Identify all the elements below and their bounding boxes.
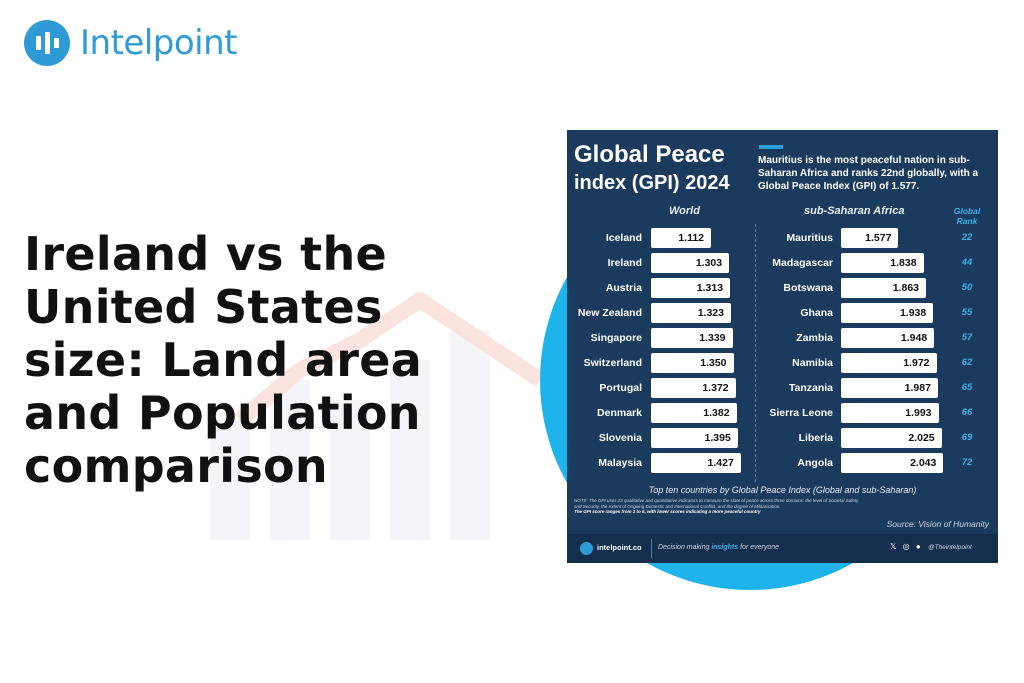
infographic-title: Global Peace index (GPI) 2024 — [574, 140, 730, 198]
world-country-label: Ireland — [607, 257, 642, 269]
africa-score-value: 1.993 — [905, 407, 932, 419]
world-score-value: 1.339 — [699, 332, 726, 344]
world-country-label: Singapore — [590, 332, 642, 344]
africa-country-label: Zambia — [796, 332, 833, 344]
africa-score-bar — [841, 353, 937, 373]
global-rank-value: 69 — [961, 432, 973, 443]
footer-tagline: Decision making insights for everyone — [658, 544, 779, 551]
global-rank-header: Global Rank — [953, 206, 981, 226]
africa-score-bar — [841, 378, 938, 398]
world-score-bar — [651, 278, 731, 298]
africa-score-value: 1.938 — [899, 307, 927, 319]
logo-text: Intelpoint — [80, 23, 237, 63]
africa-country-label: Sierra Leone — [769, 407, 833, 419]
footer-logo-icon — [580, 542, 593, 555]
title-line-1: Global Peace — [574, 141, 725, 168]
global-rank-value: 50 — [961, 282, 973, 293]
world-score-bar — [651, 403, 737, 423]
global-rank-value: 44 — [961, 257, 973, 268]
world-country-label: Malaysia — [598, 457, 642, 469]
world-score-bar — [651, 328, 733, 348]
global-rank-value: 55 — [961, 307, 973, 318]
logo-bars-icon — [24, 20, 70, 66]
world-score-bar — [651, 303, 731, 323]
africa-country-label: Madagascar — [772, 257, 833, 269]
accent-bar — [759, 145, 783, 149]
africa-score-value: 2.025 — [908, 432, 935, 444]
world-country-label: Iceland — [605, 232, 642, 244]
gpi-infographic: Global Peace index (GPI) 2024 Mauritius … — [567, 130, 998, 563]
world-score-bar — [651, 353, 734, 373]
source-label: Source: Vision of Humanity — [886, 519, 989, 529]
world-score-bar — [651, 428, 738, 448]
methodology-note: NOTE: The GPI uses 23 qualitative and qu… — [574, 498, 864, 515]
note-score-range: The GPI score ranges from 1 to 5, with l… — [574, 509, 761, 515]
world-score-value: 1.323 — [697, 307, 724, 319]
world-column-header: World — [669, 205, 700, 217]
africa-country-label: Liberia — [798, 432, 833, 444]
africa-score-value: 1.577 — [865, 232, 892, 244]
africa-score-bar — [841, 428, 942, 448]
global-rank-value: 57 — [961, 332, 973, 343]
world-country-label: Slovenia — [598, 432, 642, 444]
africa-country-label: Mauritius — [786, 232, 833, 244]
global-rank-value: 65 — [961, 382, 973, 393]
world-score-bar — [651, 228, 712, 248]
tagline-post: for everyone — [738, 544, 780, 551]
world-score-value: 1.112 — [678, 232, 705, 244]
world-score-value: 1.350 — [700, 357, 727, 369]
infographic-footer: intelpoint.co Decision making insights f… — [567, 534, 998, 563]
global-rank-value: 72 — [961, 457, 973, 468]
title-line-2: index (GPI) 2024 — [574, 172, 730, 194]
africa-country-label: Angola — [797, 457, 833, 469]
world-country-label: Portugal — [599, 382, 642, 394]
world-country-label: New Zealand — [577, 307, 642, 319]
world-score-value: 1.313 — [696, 282, 724, 294]
africa-score-bar — [841, 303, 934, 323]
world-score-value: 1.382 — [703, 407, 730, 419]
note-text: NOTE: The GPI uses 23 qualitative and qu… — [574, 498, 859, 509]
global-rank-value: 22 — [961, 232, 973, 243]
africa-score-bar — [841, 453, 944, 473]
africa-country-label: Botswana — [783, 282, 833, 294]
intelpoint-logo[interactable]: Intelpoint — [24, 20, 237, 66]
chart-caption: Top ten countries by Global Peace Index … — [648, 485, 917, 495]
world-score-bar — [651, 253, 730, 273]
social-icons[interactable]: 𝕏 ◎ ● — [890, 542, 923, 551]
africa-score-value: 1.838 — [890, 257, 917, 269]
page-headline: Ireland vs the United States size: Land … — [24, 227, 423, 493]
africa-country-label: Namibia — [792, 357, 833, 369]
world-score-bar — [651, 378, 736, 398]
africa-score-bar — [841, 328, 935, 348]
global-rank-value: 66 — [961, 407, 973, 418]
world-score-value: 1.303 — [695, 257, 723, 269]
africa-country-label: Tanzania — [788, 382, 833, 394]
africa-score-value: 1.948 — [900, 332, 928, 344]
africa-score-value: 1.972 — [903, 357, 930, 369]
world-score-value: 1.372 — [702, 382, 729, 394]
footer-brand[interactable]: intelpoint.co — [597, 543, 642, 552]
world-country-label: Switzerland — [583, 357, 642, 369]
africa-score-value: 1.863 — [892, 282, 919, 294]
world-country-label: Austria — [605, 282, 642, 294]
africa-country-label: Ghana — [800, 307, 833, 319]
tagline-pre: Decision making — [658, 544, 712, 551]
social-handle[interactable]: @Theintelpoint — [928, 544, 972, 551]
tagline-bold: insights — [711, 544, 739, 551]
africa-score-bar — [841, 278, 926, 298]
africa-score-bar — [841, 403, 939, 423]
world-score-value: 1.427 — [707, 457, 734, 469]
africa-column-header: sub-Saharan Africa — [804, 205, 905, 217]
world-score-value: 1.395 — [704, 432, 731, 444]
africa-score-value: 1.987 — [904, 382, 931, 394]
footer-separator — [651, 539, 652, 558]
column-divider — [755, 224, 757, 482]
africa-score-bar — [841, 253, 924, 273]
africa-score-value: 2.043 — [910, 457, 937, 469]
world-country-label: Denmark — [597, 407, 642, 419]
global-rank-value: 62 — [961, 357, 973, 368]
world-score-bar — [651, 453, 741, 473]
africa-score-bar — [841, 228, 899, 248]
infographic-subtitle: Mauritius is the most peaceful nation in… — [758, 155, 979, 192]
